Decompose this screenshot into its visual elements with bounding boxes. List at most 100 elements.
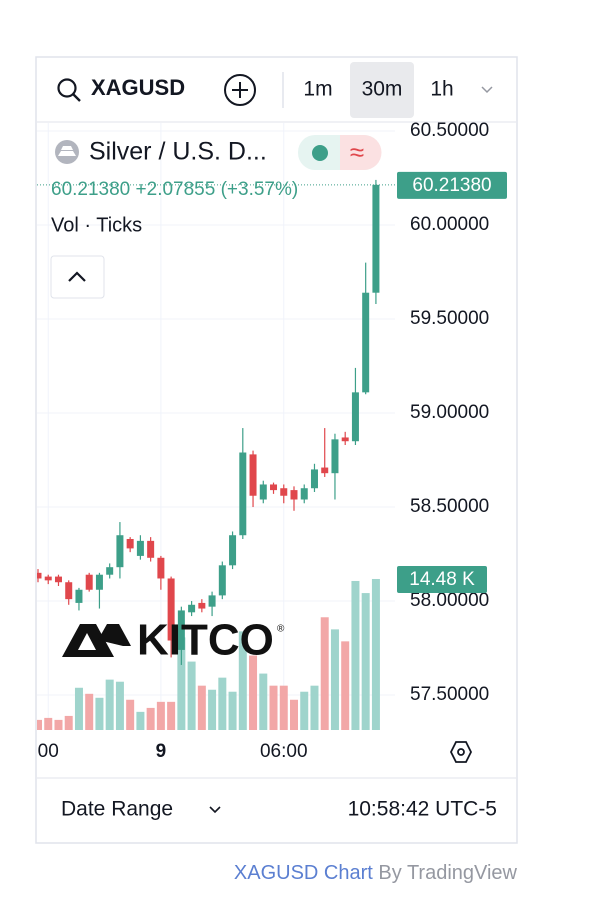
candle-body (44, 576, 52, 581)
candle-body (65, 582, 73, 600)
volume-bar (126, 699, 135, 730)
price-tag (397, 171, 507, 199)
legend-change: +2.07855 (+3.57%) (136, 179, 299, 200)
x-tick-label: 00 (38, 741, 59, 762)
interval[interactable]: 1m (303, 78, 332, 101)
volume-bar (85, 693, 94, 730)
volume-bar (341, 641, 350, 730)
candle-body (218, 565, 226, 596)
volume-bar (269, 685, 278, 730)
search-icon[interactable] (57, 78, 77, 98)
volume-bar (371, 578, 380, 730)
price-tag-label: 60.21380 (412, 175, 491, 196)
volume-tag-label: 14.48 K (409, 569, 475, 590)
credit-text: By TradingView (378, 862, 517, 884)
candle-body (372, 184, 380, 293)
candle-body (249, 454, 257, 496)
candle-body (177, 610, 185, 650)
volume-bar (156, 701, 165, 730)
candle-body (351, 392, 359, 442)
y-tick-label: 60.50000 (410, 120, 489, 141)
volume-tag (397, 565, 487, 593)
interval[interactable]: 1h (430, 78, 453, 101)
candle-body (54, 576, 62, 583)
candle-body (95, 574, 103, 590)
legend-price: 60.21380 (51, 179, 130, 200)
watermark-text: KITCO (137, 616, 274, 665)
credit: XAGUSD Chart By TradingView (234, 862, 518, 884)
volume-bar (361, 593, 370, 730)
settings-icon[interactable] (449, 741, 473, 763)
candle-body (116, 535, 124, 568)
candle-body (229, 535, 237, 566)
svg-text:®: ® (277, 624, 285, 635)
y-tick-label: 58.00000 (410, 590, 489, 611)
add-compare[interactable] (224, 74, 256, 106)
volume-bar (105, 679, 114, 730)
y-tick-label: 60.00000 (410, 214, 489, 235)
volume-bar (37, 719, 42, 730)
volume-bar (320, 617, 329, 730)
volume-bar (167, 701, 176, 730)
volume-bar (136, 711, 145, 730)
volume-bar (330, 629, 339, 730)
volume-bar (351, 580, 360, 730)
plot-area (37, 123, 395, 730)
symbol[interactable]: XAGUSD (91, 75, 185, 100)
volume-bar (197, 685, 206, 730)
legend-values: 60.21380 +2.07855 (+3.57%) (51, 179, 298, 200)
x-tick-label: 06:00 (260, 741, 308, 762)
volume-bar (44, 717, 53, 730)
interval-active (350, 62, 414, 118)
candle-body (136, 540, 144, 556)
candle-body (167, 578, 175, 641)
candle-body (198, 602, 206, 609)
volume-bar (228, 691, 237, 730)
volume-bar (177, 637, 186, 730)
candle-body (270, 484, 278, 491)
volume-bar (54, 719, 63, 730)
candle-body (75, 589, 83, 603)
volume-bar (95, 697, 104, 730)
candle-body (126, 538, 134, 549)
candle-body (321, 467, 329, 474)
collapse-button[interactable] (50, 255, 105, 299)
volume-bar (290, 699, 298, 730)
interval-menu[interactable] (481, 86, 493, 94)
indicator-label: Vol · Ticks (51, 214, 142, 236)
candle-body (85, 574, 93, 590)
volume-bar (208, 689, 217, 730)
interval[interactable]: 30m (362, 78, 403, 101)
volume-bar (187, 661, 196, 730)
credit-link[interactable]: XAGUSD Chart (234, 862, 373, 884)
date-range[interactable]: Date Range (61, 798, 173, 821)
volume-bar (146, 707, 155, 730)
volume-bar (249, 655, 258, 730)
candle-body (341, 437, 349, 442)
legend-title: Silver / U.S. D... (89, 138, 267, 166)
candle-body (290, 490, 298, 500)
volume-bar (310, 685, 319, 730)
volume-bar (238, 631, 247, 730)
candle-body (157, 557, 165, 579)
candle-body (208, 595, 216, 607)
volume-bar (218, 677, 227, 730)
volume-bar (64, 715, 73, 730)
candle-body (188, 604, 196, 613)
volume-bar (115, 681, 124, 730)
candle-body (310, 469, 318, 489)
candle-body (147, 540, 155, 558)
y-tick-label: 57.50000 (410, 684, 489, 705)
candle-body (106, 567, 114, 575)
y-tick-label: 59.50000 (410, 308, 489, 329)
candle-body (362, 292, 370, 393)
clock: 10:58:42 UTC-5 (348, 798, 497, 821)
y-tick-label: 58.50000 (410, 496, 489, 517)
candle-body (37, 572, 42, 579)
watermark: KITCO ® (62, 616, 285, 665)
x-tick-label: 9 (156, 741, 167, 762)
candle-body (239, 452, 247, 536)
volume-bar (300, 691, 309, 730)
volume-bar (74, 687, 83, 730)
